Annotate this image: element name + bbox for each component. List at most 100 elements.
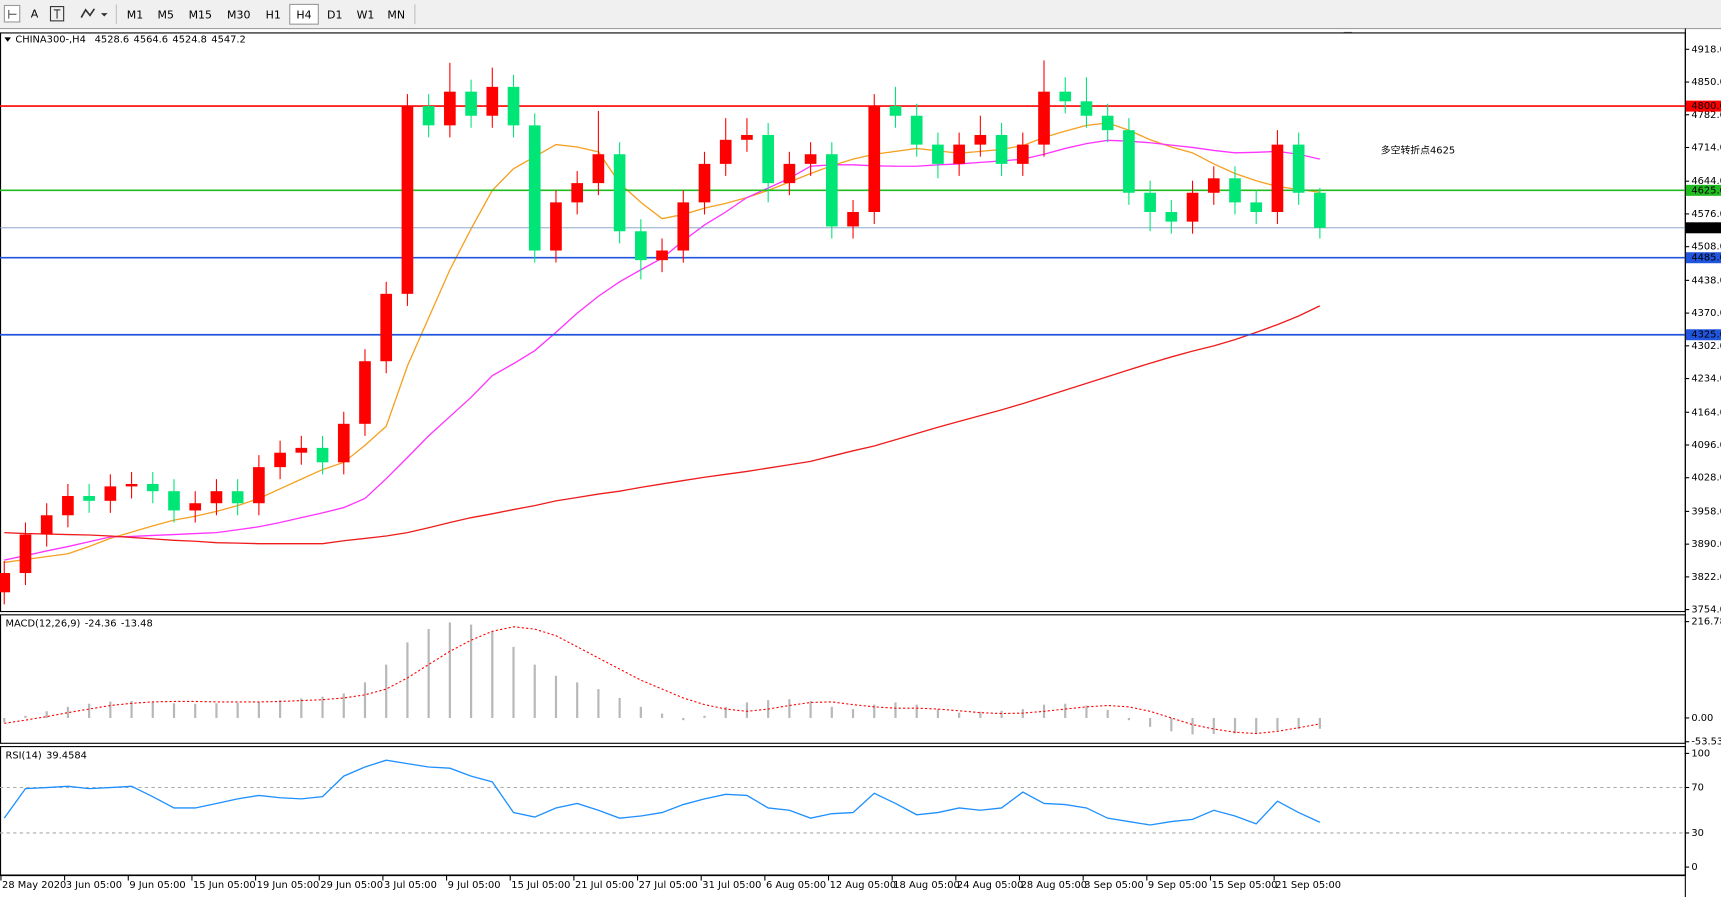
level-tag xyxy=(1685,100,1721,112)
candle-body xyxy=(210,491,223,504)
x-tick-label: 15 Sep 05:00 xyxy=(1212,880,1278,891)
moving-average xyxy=(4,305,1321,545)
x-tick-label: 6 Aug 05:00 xyxy=(766,880,826,891)
candle-body xyxy=(507,86,520,126)
candle-body xyxy=(316,447,329,463)
candle-body xyxy=(656,250,668,261)
y-tick-label: -53.53 xyxy=(1691,737,1721,748)
candle-body xyxy=(359,361,371,424)
panel-title-value: 4547.2 xyxy=(211,35,245,46)
level-tag xyxy=(1685,184,1721,196)
x-tick-label: 28 May 2020 xyxy=(2,880,66,891)
candle-body xyxy=(1123,130,1135,193)
y-tick-label: 4918.0 xyxy=(1691,44,1721,55)
candle-body xyxy=(698,163,711,203)
y-tick-label: 100 xyxy=(1691,748,1710,759)
candle-body xyxy=(1080,101,1093,116)
candle-body xyxy=(677,202,690,251)
candle-body xyxy=(847,212,859,227)
candle-body xyxy=(83,496,95,501)
candle-body xyxy=(231,491,244,504)
panel-frame xyxy=(0,614,1686,744)
candle-body xyxy=(0,573,11,593)
panel-title: MACD(12,26,9) -24.36 -13.48 xyxy=(5,619,152,630)
candle-body xyxy=(444,91,456,126)
objects-icon[interactable] xyxy=(80,8,96,18)
y-tick-label: 4028.0 xyxy=(1691,473,1721,484)
candle-body xyxy=(146,483,159,492)
y-tick-label: 4644.0 xyxy=(1691,176,1721,187)
candle-body xyxy=(62,496,74,516)
y-tick-label: 3822.0 xyxy=(1691,572,1721,583)
y-tick-label: 0.00 xyxy=(1691,713,1713,724)
candle-body xyxy=(19,534,32,574)
candle-body xyxy=(804,154,817,164)
candle-body xyxy=(1186,192,1199,222)
candle-body xyxy=(719,139,732,164)
panel-title-name: MACD(12,26,9) xyxy=(5,619,80,630)
y-tick-label: 4302.0 xyxy=(1691,341,1721,352)
panel-title: CHINA300-,H4 4528.6 4564.6 4524.8 4547.2 xyxy=(15,35,245,46)
x-tick-label: 9 Jul 05:00 xyxy=(448,880,501,891)
macd-signal xyxy=(4,626,1320,735)
candle-body xyxy=(910,115,923,145)
timeframe-label[interactable]: W1 xyxy=(357,8,375,21)
panel-title-value: 39.4584 xyxy=(46,750,87,761)
timeframe-label[interactable]: M1 xyxy=(127,8,143,21)
level-tag xyxy=(1685,329,1721,341)
y-tick-label: 216.78 xyxy=(1691,617,1721,628)
candle-body xyxy=(825,154,838,227)
candle-body xyxy=(125,483,138,487)
level-label: 4325.0 xyxy=(1691,330,1721,341)
candle-body xyxy=(889,106,902,116)
level-label: 4547.2 xyxy=(1691,223,1721,234)
candle-body xyxy=(868,106,881,213)
x-tick-label: 31 Jul 05:00 xyxy=(702,880,761,891)
x-tick-label: 15 Jul 05:00 xyxy=(511,880,570,891)
panel-title-value: -24.36 xyxy=(85,619,117,630)
candle-body xyxy=(1314,192,1326,228)
x-tick-label: 3 Jul 05:00 xyxy=(384,880,437,891)
candle-body xyxy=(762,134,774,184)
panel-title-value: 4524.8 xyxy=(172,35,206,46)
timeframe-label[interactable]: D1 xyxy=(327,8,342,21)
level-tag xyxy=(1685,222,1721,234)
panel-title-value: 4528.6 xyxy=(95,35,129,46)
x-tick-label: 21 Sep 05:00 xyxy=(1275,880,1341,891)
timeframe-button[interactable] xyxy=(289,3,319,25)
timeframe-label[interactable]: MN xyxy=(387,8,405,21)
dropdown-arrow[interactable] xyxy=(100,13,108,17)
candle-body xyxy=(1016,144,1029,164)
candle-body xyxy=(1144,192,1156,213)
candle-body xyxy=(40,515,53,535)
text-label-icon[interactable] xyxy=(49,6,65,22)
y-tick-label: 4096.0 xyxy=(1691,440,1721,451)
timeframe-label[interactable]: H4 xyxy=(296,8,311,21)
panel-title-value: -13.48 xyxy=(121,619,153,630)
candle-body xyxy=(274,452,286,468)
timeframe-label[interactable]: M15 xyxy=(189,8,212,21)
candle-body xyxy=(401,106,414,294)
timeframe-label[interactable]: H1 xyxy=(266,8,281,21)
candle-body xyxy=(1292,144,1305,193)
panel-title-name: CHINA300-,H4 xyxy=(15,35,86,46)
timeframe-label[interactable]: M30 xyxy=(227,8,250,21)
text-tool[interactable]: A xyxy=(31,7,39,20)
y-tick-label: 30 xyxy=(1691,828,1704,839)
timeframe-label[interactable]: M5 xyxy=(158,8,174,21)
candle-body xyxy=(253,467,265,504)
panel-title: RSI(14) 39.4584 xyxy=(5,750,86,761)
x-tick-label: 3 Sep 05:00 xyxy=(1084,880,1144,891)
x-tick-label: 24 Aug 05:00 xyxy=(957,880,1023,891)
candle-body xyxy=(592,154,605,184)
moving-average xyxy=(4,122,1320,564)
candle-body xyxy=(422,106,435,126)
crosshair-icon[interactable] xyxy=(3,4,21,23)
candle-body xyxy=(550,202,562,251)
y-tick-label: 4576.0 xyxy=(1691,209,1721,220)
candle-body xyxy=(1101,115,1114,131)
panel-frame xyxy=(0,746,1686,876)
toolbar-icons: A xyxy=(3,4,117,25)
